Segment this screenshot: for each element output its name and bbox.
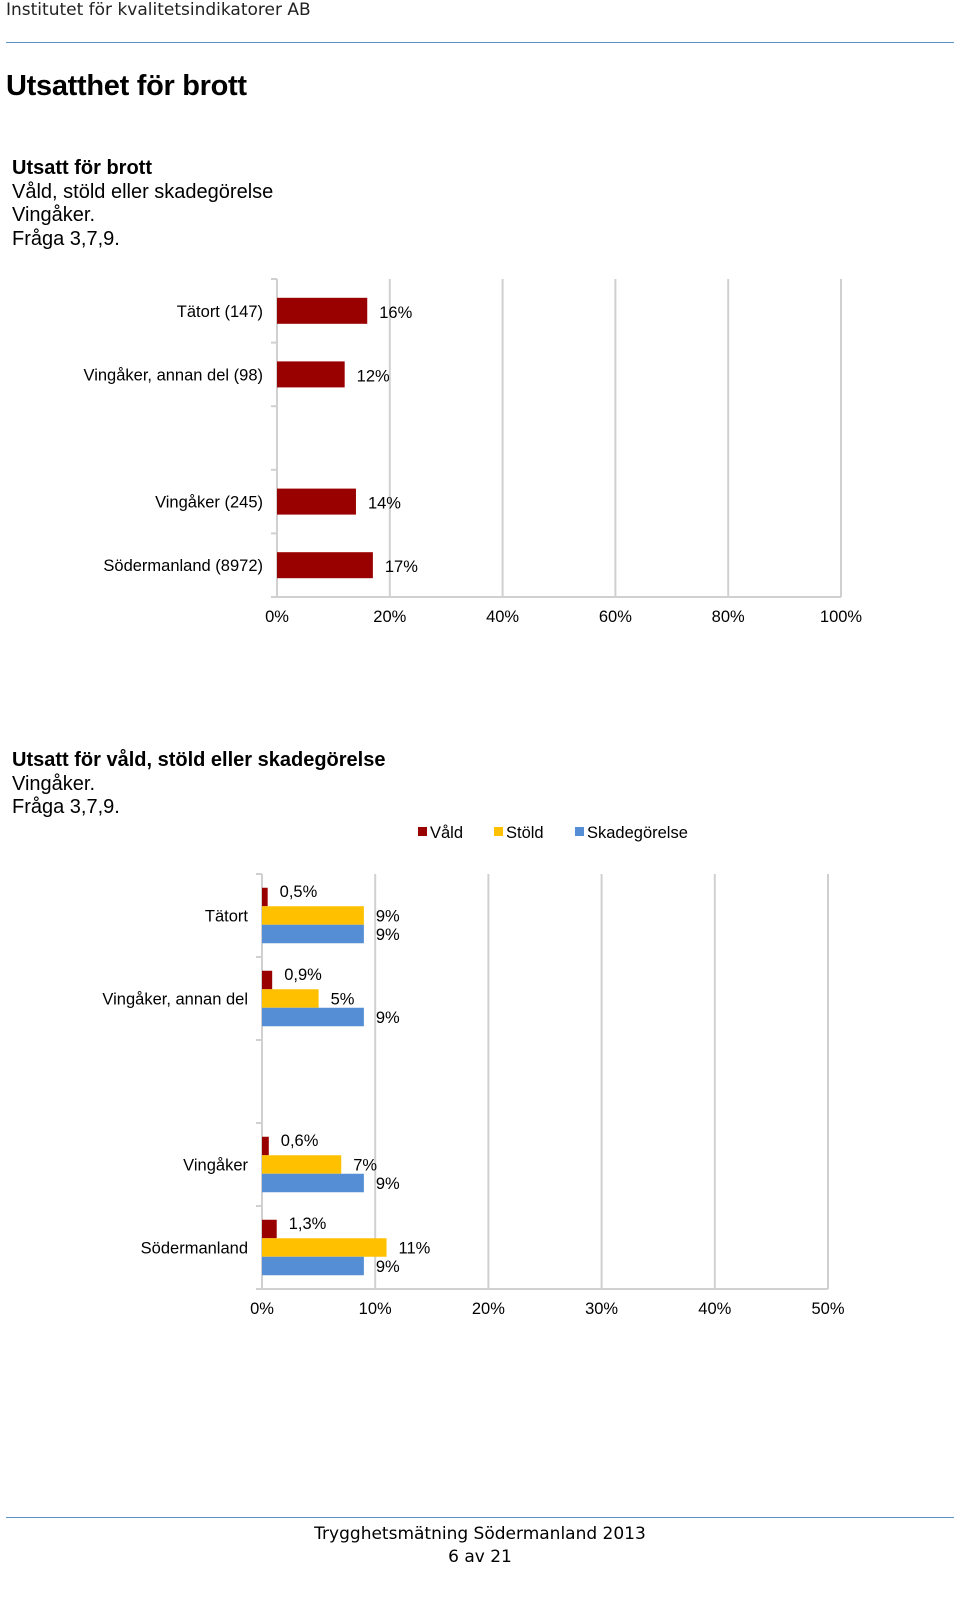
x-tick-label: 40% — [486, 608, 519, 626]
x-tick-label: 30% — [585, 1300, 618, 1318]
bar-skadegörelse — [262, 1007, 364, 1027]
category-label: Tätort — [205, 908, 249, 926]
data-label: 0,6% — [281, 1132, 319, 1150]
data-label: 12% — [357, 367, 390, 385]
x-tick-label: 10% — [359, 1300, 392, 1318]
footer-title: Trygghetsmätning Södermanland 2013 — [314, 1524, 646, 1544]
category-label: Södermanland — [141, 1240, 248, 1258]
legend-label: Skadegörelse — [587, 824, 688, 842]
bar — [277, 297, 368, 324]
category-label: Vingåker (245) — [155, 494, 263, 512]
x-tick-label: 0% — [250, 1300, 274, 1318]
page-title: Utsatthet för brott — [6, 70, 247, 102]
x-tick-label: 50% — [811, 1300, 844, 1318]
data-label: 5% — [331, 991, 355, 1009]
chart1-title-line: Utsatt för brott — [12, 157, 152, 179]
data-label: 9% — [376, 1009, 400, 1027]
legend-swatch — [575, 827, 584, 836]
header-org: Institutet för kvalitetsindikatorer AB — [6, 0, 311, 20]
data-label: 7% — [353, 1157, 377, 1175]
category-label: Vingåker — [183, 1157, 248, 1175]
x-tick-label: 40% — [698, 1300, 731, 1318]
chart1-subtitle-line: Fråga 3,7,9. — [12, 227, 120, 250]
bar-våld — [262, 970, 273, 990]
data-label: 9% — [376, 926, 400, 944]
data-label: 9% — [376, 1258, 400, 1276]
bar-stöld — [262, 1238, 387, 1257]
data-label: 14% — [368, 495, 401, 513]
chart2-title-line: Utsatt för våld, stöld eller skadegörels… — [12, 749, 386, 771]
chart2-subtitle-line: Vingåker. — [12, 772, 96, 795]
bar-skadegörelse — [262, 1173, 364, 1193]
chart1-subtitle-line: Våld, stöld eller skadegörelse — [12, 180, 274, 203]
header-rule — [6, 42, 954, 43]
data-label: 0,5% — [280, 883, 318, 901]
chart2-subtitle-line: Fråga 3,7,9. — [12, 796, 120, 818]
bar-stöld — [262, 906, 364, 925]
data-label: 11% — [399, 1240, 431, 1258]
data-label: 0,9% — [284, 966, 322, 984]
data-label: 16% — [379, 304, 412, 322]
bar-skadegörelse — [262, 1256, 364, 1276]
bar-våld — [262, 1219, 277, 1239]
x-tick-label: 100% — [820, 608, 863, 626]
bar-stöld — [262, 989, 319, 1008]
x-tick-label: 20% — [472, 1300, 505, 1318]
category-label: Tätort (147) — [177, 303, 263, 321]
data-label: 9% — [376, 908, 400, 926]
bar — [277, 552, 373, 579]
data-label: 1,3% — [289, 1215, 327, 1233]
data-label: 17% — [385, 558, 418, 576]
bar — [277, 361, 345, 388]
x-tick-label: 60% — [599, 608, 632, 626]
chart1-title: Utsatt för brott Våld, stöld eller skade… — [12, 157, 273, 251]
bar-stöld — [262, 1155, 342, 1174]
data-label: 9% — [376, 1175, 400, 1193]
x-tick-label: 0% — [265, 608, 289, 626]
legend-label: Våld — [430, 824, 463, 842]
category-label: Södermanland (8972) — [103, 557, 263, 575]
chart2-title: Utsatt för våld, stöld eller skadegörels… — [12, 749, 385, 820]
legend-swatch — [418, 827, 427, 836]
bar-skadegörelse — [262, 924, 364, 944]
bar-våld — [262, 887, 268, 907]
bar-våld — [262, 1136, 269, 1156]
x-tick-label: 20% — [373, 608, 406, 626]
footer-rule — [6, 1517, 954, 1518]
footer-page: 6 av 21 — [448, 1547, 512, 1567]
category-label: Vingåker, annan del — [102, 991, 248, 1009]
chart1-subtitle-line: Vingåker. — [12, 204, 96, 226]
x-tick-label: 80% — [712, 608, 745, 626]
legend-swatch — [494, 827, 503, 836]
bar — [277, 488, 356, 515]
legend-label: Stöld — [506, 824, 544, 842]
category-label: Vingåker, annan del (98) — [84, 366, 264, 384]
